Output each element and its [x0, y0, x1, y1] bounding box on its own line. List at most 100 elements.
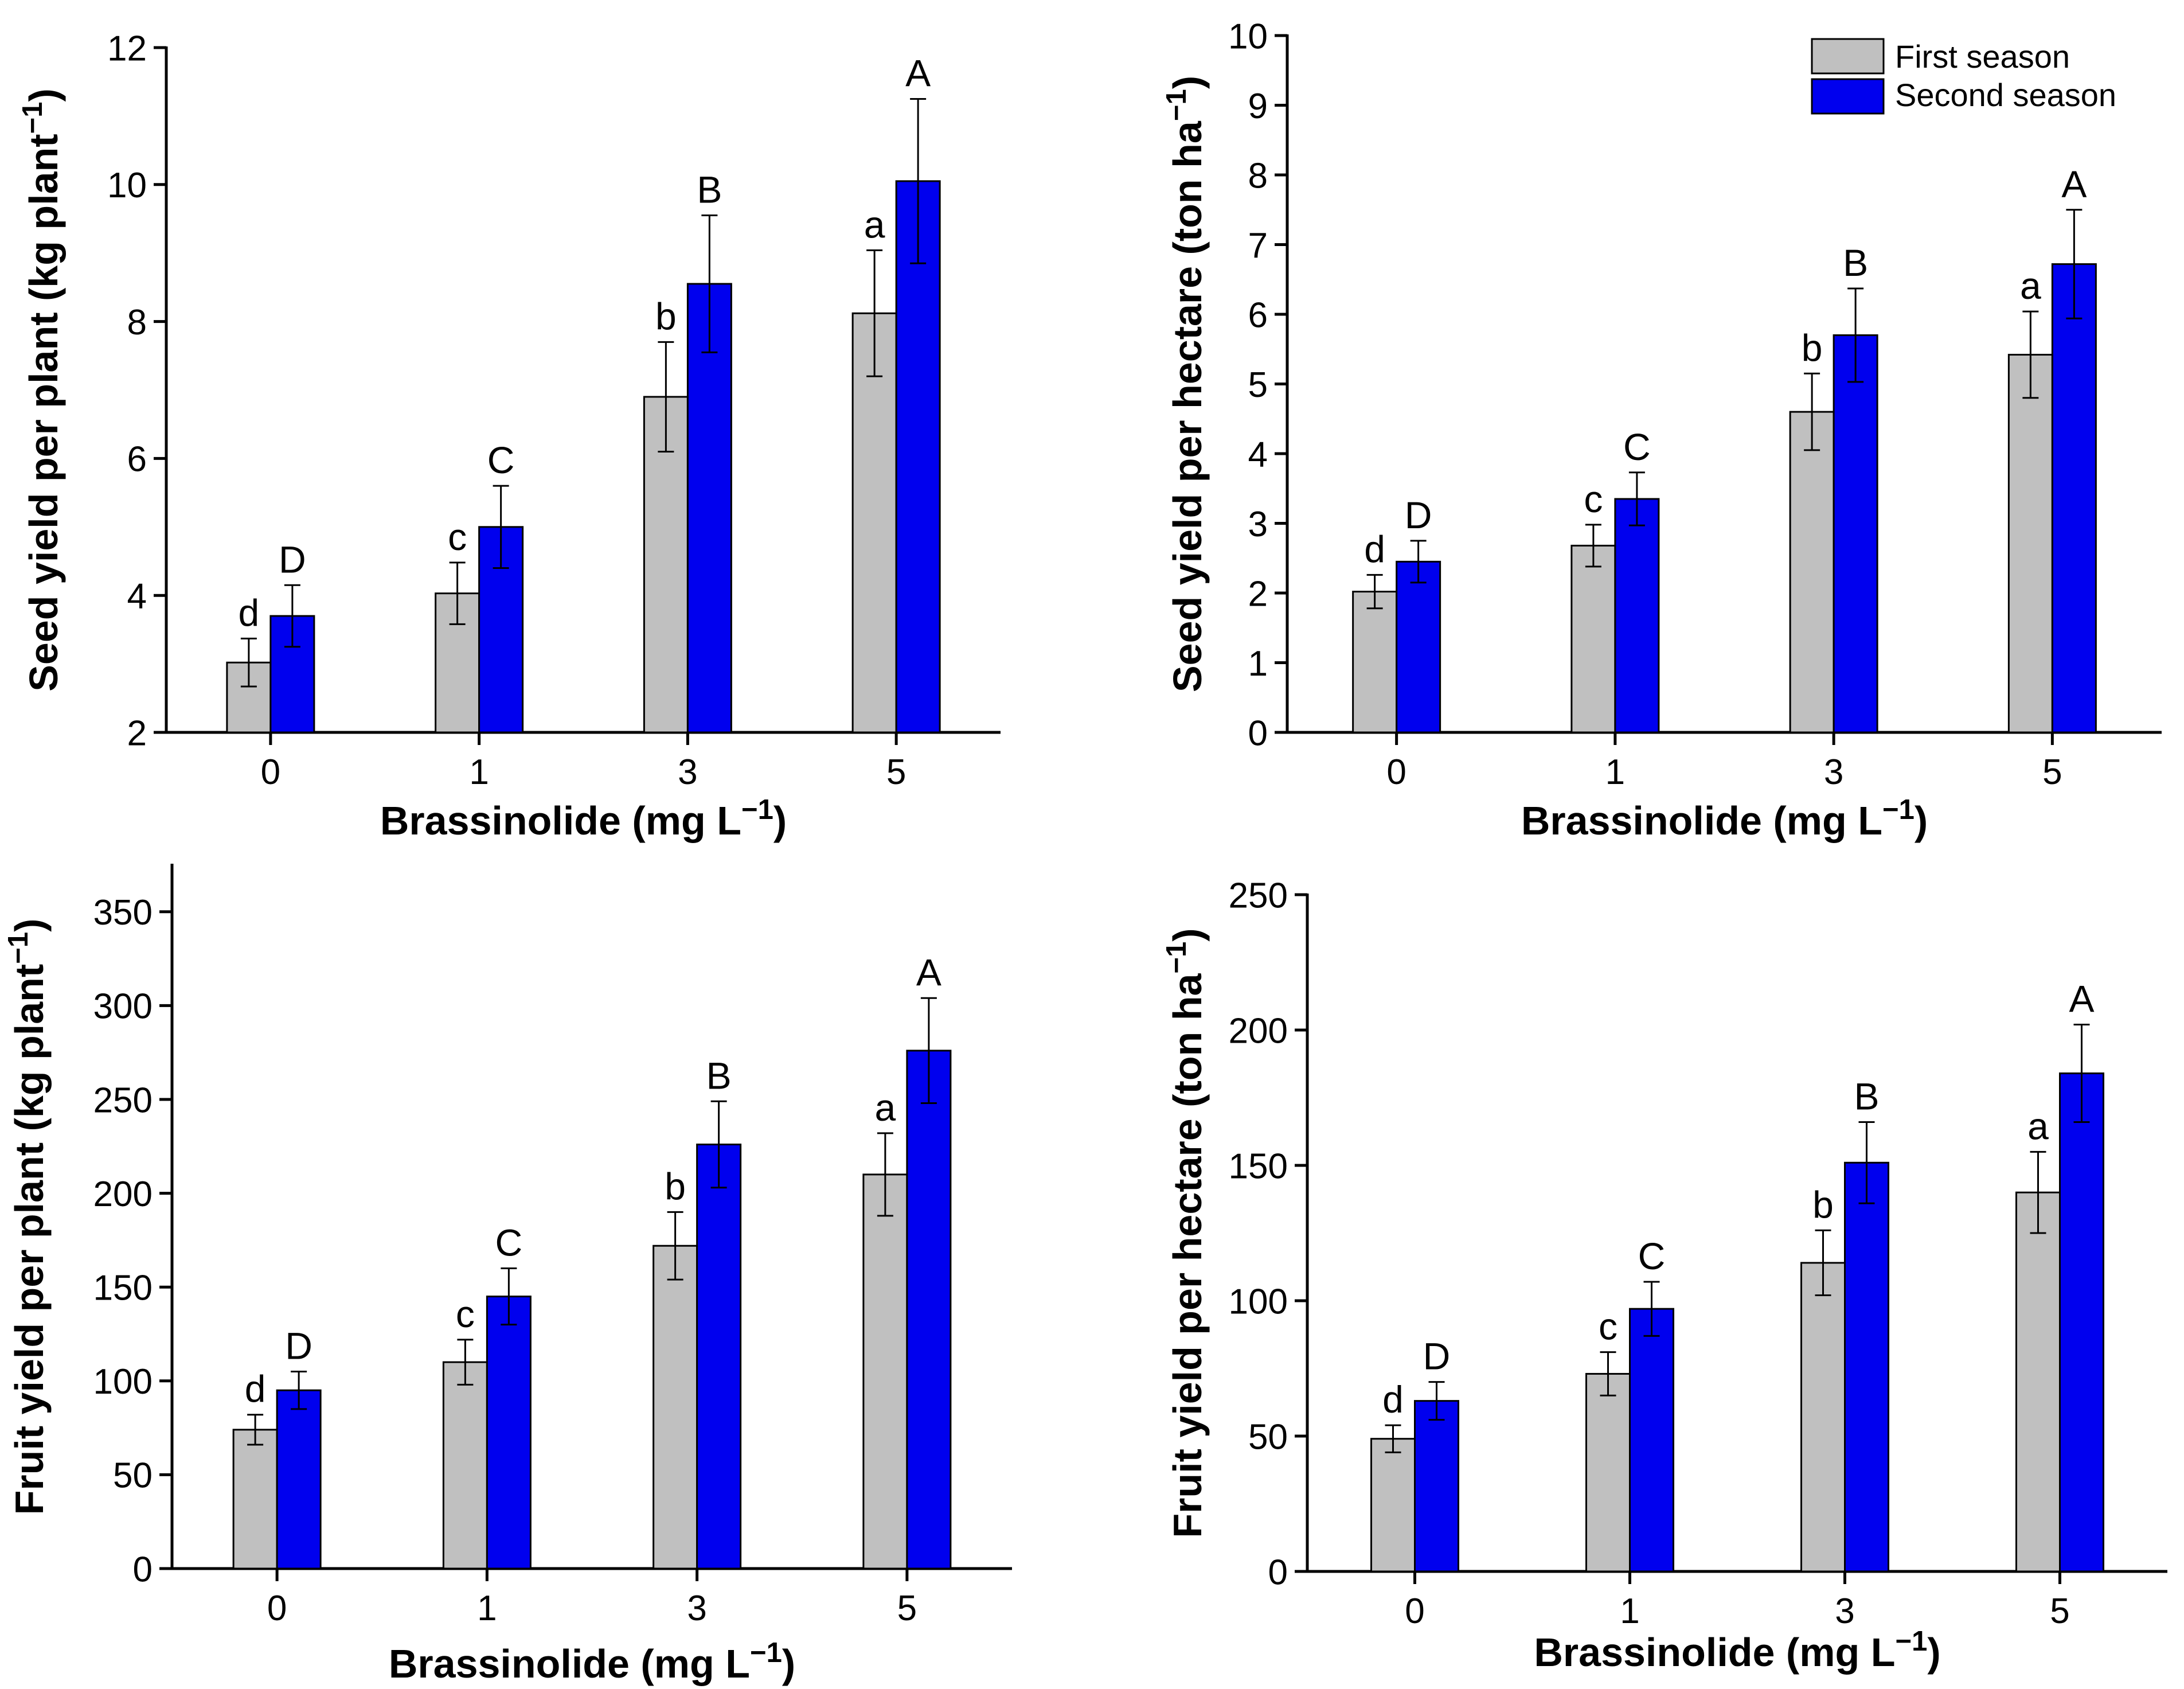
y-tick-label: 4: [1248, 435, 1268, 474]
chart-panel-2: 0 1 2 3 4 5 6 7 8 9 10 0 1 3 5 d c b a D C B A Brassinolide (mg…: [1161, 17, 2162, 843]
significance-letter: D: [279, 538, 306, 580]
legend-swatch-second-season: [1811, 78, 1885, 115]
significance-letter: C: [1638, 1235, 1666, 1277]
x-tick-label: 0: [1405, 1592, 1424, 1631]
legend-swatch-first-season: [1811, 38, 1885, 75]
y-tick-label: 50: [113, 1456, 153, 1496]
bar-second-season: [1614, 498, 1660, 734]
significance-letter: C: [495, 1221, 523, 1263]
x-tick-label: 5: [897, 1589, 917, 1628]
significance-letter: a: [2020, 264, 2041, 307]
y-tick-label: 250: [1229, 876, 1288, 915]
x-tick-label: 3: [687, 1589, 706, 1628]
y-tick-label: 200: [1229, 1011, 1288, 1051]
x-tick-label: 0: [267, 1589, 287, 1628]
significance-letter: a: [864, 203, 885, 245]
bar-first-season: [1789, 411, 1835, 734]
bar-first-season: [1370, 1438, 1416, 1573]
bar-first-season: [1352, 591, 1398, 734]
x-tick-label: 5: [2042, 752, 2062, 792]
y-tick-label: 8: [1248, 156, 1268, 196]
y-tick-label: 2: [127, 713, 147, 753]
bar-first-season: [1570, 544, 1616, 734]
bar-second-season: [906, 1050, 952, 1570]
y-axis-title: Fruit yield per hectare (ton ha−1): [1161, 928, 1210, 1538]
y-tick-label: 300: [93, 987, 153, 1027]
significance-letter: b: [655, 295, 677, 337]
significance-letter: c: [448, 516, 467, 558]
y-tick-label: 200: [93, 1175, 153, 1214]
y-tick-label: 250: [93, 1081, 153, 1120]
bar-first-season: [232, 1429, 278, 1570]
y-tick-label: 350: [93, 893, 153, 933]
significance-letter: D: [1423, 1335, 1451, 1378]
y-axis-title: Seed yield per plant (kg plant−1): [17, 88, 66, 692]
significance-letter: b: [665, 1165, 686, 1207]
significance-letter: C: [487, 439, 515, 481]
y-tick-label: 6: [1248, 295, 1268, 335]
x-tick-label: 3: [1824, 752, 1843, 792]
significance-letter: B: [1854, 1075, 1879, 1117]
x-tick-label: 0: [261, 752, 280, 792]
x-tick-label: 1: [1605, 752, 1625, 792]
chart-panel-4: 0 50 100 150 200 250 0 1 3 5 d c b a D C B A Brassinolide …: [1161, 876, 2167, 1675]
significance-letter: c: [456, 1293, 475, 1335]
bar-first-season: [442, 1361, 488, 1570]
bar-second-season: [1396, 560, 1441, 734]
significance-letter: A: [2069, 978, 2094, 1020]
significance-letter: B: [706, 1054, 732, 1097]
significance-letter: A: [905, 52, 931, 95]
significance-letter: C: [1623, 426, 1651, 468]
bar-first-season: [653, 1245, 698, 1570]
significance-letter: d: [239, 591, 260, 634]
y-tick-label: 100: [93, 1362, 153, 1402]
bar-first-season: [2007, 353, 2053, 734]
y-tick-label: 150: [93, 1269, 153, 1308]
bar-second-season: [1833, 334, 1878, 734]
bar-second-season: [276, 1389, 322, 1570]
bar-second-season: [696, 1144, 742, 1570]
x-axis-title: Brassinolide (mg L−1): [1521, 794, 1928, 843]
significance-letter: a: [2027, 1105, 2049, 1147]
bar-first-season: [1585, 1372, 1631, 1573]
x-tick-label: 5: [886, 752, 906, 792]
significance-letter: D: [285, 1324, 312, 1367]
chart-panel-1: 2 4 6 8 10 12 0 1 3 5 d c b a D C B A Brassinolide (mg L−1…: [17, 29, 1001, 843]
x-tick-label: 5: [2050, 1592, 2069, 1631]
significance-letter: d: [245, 1368, 266, 1410]
y-tick-label: 1: [1248, 644, 1268, 684]
y-tick-label: 6: [127, 440, 147, 479]
x-tick-label: 3: [1835, 1592, 1854, 1631]
y-tick-label: 4: [127, 577, 147, 617]
y-tick-label: 5: [1248, 365, 1268, 405]
x-tick-label: 1: [1620, 1592, 1639, 1631]
significance-letter: D: [1405, 494, 1432, 536]
y-tick-label: 10: [107, 166, 147, 205]
y-tick-label: 3: [1248, 505, 1268, 544]
y-tick-label: 100: [1229, 1282, 1288, 1321]
bar-second-season: [1414, 1400, 1459, 1573]
significance-letter: A: [2061, 163, 2087, 205]
y-axis-title: Fruit yield per plant (kg plant−1): [3, 919, 52, 1515]
significance-letter: d: [1364, 528, 1385, 570]
x-axis-title: Brassinolide (mg L−1): [1534, 1626, 1940, 1675]
bar-second-season: [686, 283, 732, 734]
bar-first-season: [1800, 1262, 1846, 1573]
x-axis-title: Brassinolide (mg L−1): [380, 794, 787, 843]
x-axis-title: Brassinolide (mg L−1): [389, 1637, 795, 1686]
legend-label-second-season: Second season: [1895, 77, 2116, 113]
y-tick-label: 50: [1248, 1417, 1288, 1457]
bar-second-season: [2059, 1072, 2104, 1573]
significance-letter: c: [1599, 1305, 1618, 1348]
x-tick-label: 0: [1386, 752, 1406, 792]
bar-first-season: [2015, 1191, 2061, 1573]
x-tick-label: 1: [469, 752, 489, 792]
y-tick-label: 2: [1248, 574, 1268, 614]
significance-letter: c: [1584, 478, 1603, 520]
significance-letter: B: [1843, 241, 1868, 284]
y-tick-label: 7: [1248, 226, 1268, 266]
y-tick-label: 0: [1268, 1553, 1288, 1592]
bar-second-season: [2051, 263, 2097, 734]
